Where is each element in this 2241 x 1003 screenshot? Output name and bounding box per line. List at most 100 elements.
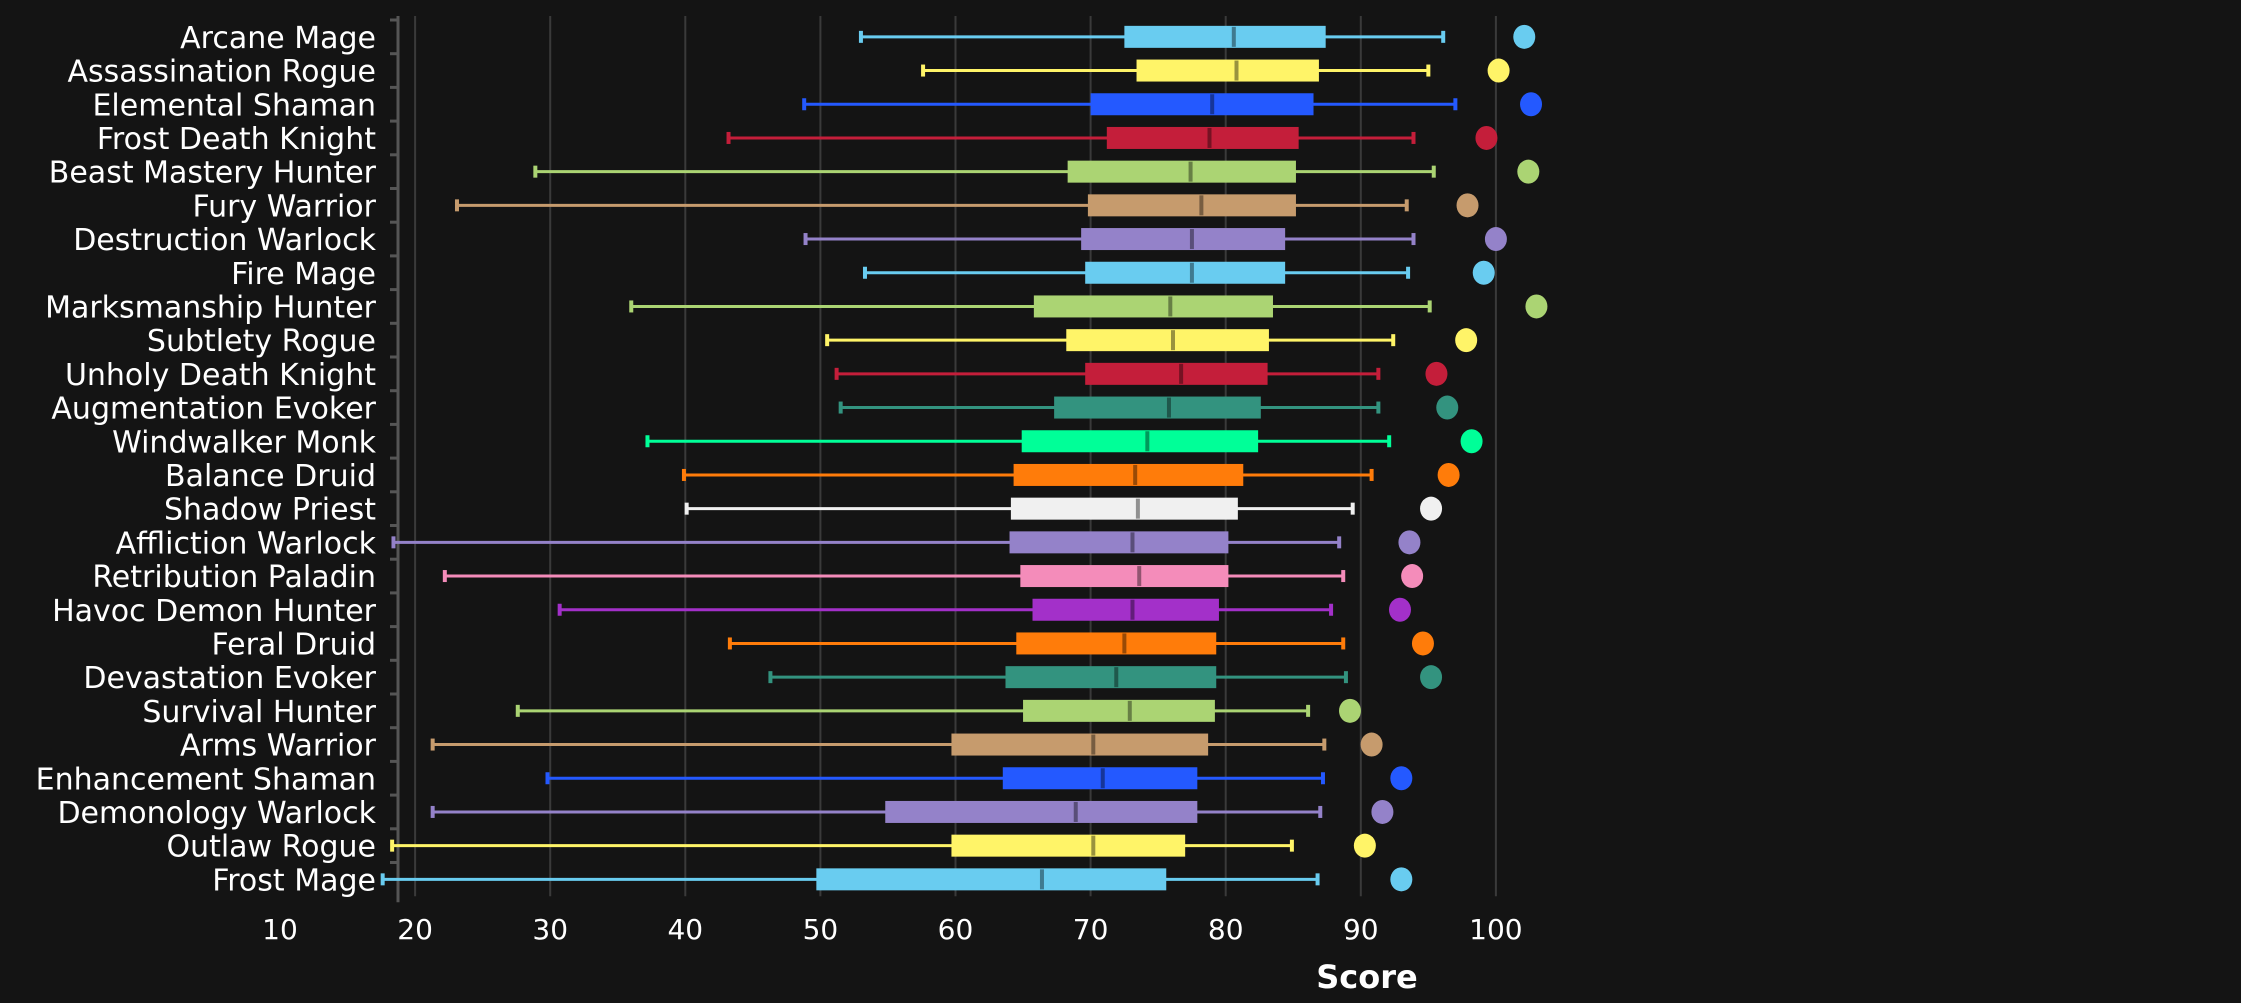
top-score-dot bbox=[1487, 58, 1510, 83]
top-score-dot bbox=[1353, 833, 1376, 858]
box-fury-warrior bbox=[454, 193, 1479, 218]
iqr-box bbox=[1090, 93, 1314, 116]
box-outlaw-rogue bbox=[390, 833, 1376, 858]
top-score-dot bbox=[1460, 429, 1483, 454]
box-subtlety-rogue bbox=[825, 328, 1478, 353]
iqr-box bbox=[1087, 194, 1296, 217]
iqr-box bbox=[951, 834, 1186, 857]
y-tick-label: Frost Mage bbox=[212, 863, 376, 898]
y-tick-label: Demonology Warlock bbox=[57, 796, 376, 831]
box-feral-druid bbox=[727, 631, 1434, 656]
y-tick-label: Devastation Evoker bbox=[83, 661, 376, 696]
box-augmentation-evoker bbox=[838, 395, 1459, 420]
box-demonology-warlock bbox=[430, 799, 1394, 824]
iqr-box bbox=[1013, 463, 1244, 486]
top-score-dot bbox=[1360, 732, 1383, 757]
top-score-dot bbox=[1390, 867, 1413, 892]
top-score-dot bbox=[1425, 361, 1448, 386]
top-score-dot bbox=[1338, 698, 1361, 723]
y-tick-label: Augmentation Evoker bbox=[51, 392, 376, 427]
top-score-dot bbox=[1420, 496, 1443, 521]
box-arcane-mage bbox=[858, 24, 1536, 49]
y-tick-label: Subtlety Rogue bbox=[147, 324, 376, 359]
x-tick-label: 90 bbox=[1343, 913, 1379, 946]
y-tick-label: Frost Death Knight bbox=[97, 122, 376, 157]
y-tick-label: Marksmanship Hunter bbox=[45, 290, 377, 325]
x-tick-label: 50 bbox=[803, 913, 839, 946]
iqr-box bbox=[1005, 666, 1217, 689]
box-unholy-death-knight bbox=[834, 361, 1448, 386]
top-score-dot bbox=[1436, 395, 1459, 420]
top-score-dot bbox=[1472, 260, 1495, 285]
box-beast-mastery-hunter bbox=[533, 159, 1540, 184]
top-score-dot bbox=[1420, 665, 1443, 690]
box-assassination-rogue bbox=[921, 58, 1510, 83]
y-tick-label: Survival Hunter bbox=[142, 695, 376, 730]
iqr-box bbox=[1023, 699, 1215, 722]
x-tick-label: 40 bbox=[667, 913, 703, 946]
x-tick-label: 100 bbox=[1469, 913, 1522, 946]
box-frost-mage bbox=[380, 867, 1413, 892]
box-windwalker-monk bbox=[645, 429, 1483, 454]
box-balance-druid bbox=[681, 462, 1460, 487]
top-score-dot bbox=[1520, 92, 1543, 117]
y-tick-label: Elemental Shaman bbox=[92, 88, 376, 123]
iqr-box bbox=[1054, 396, 1261, 419]
top-score-dot bbox=[1484, 227, 1507, 252]
y-tick-label: Destruction Warlock bbox=[73, 223, 376, 258]
x-axis: 10 20 30 40 50 60 70 80 90 100 bbox=[262, 913, 1522, 946]
y-tick-label: Fire Mage bbox=[231, 257, 376, 292]
iqr-box bbox=[1124, 25, 1326, 48]
iqr-box bbox=[1021, 430, 1259, 453]
box-shadow-priest bbox=[684, 496, 1443, 521]
box-arms-warrior bbox=[430, 732, 1383, 757]
iqr-box bbox=[1081, 228, 1286, 251]
y-tick-label: Outlaw Rogue bbox=[166, 830, 376, 865]
box-survival-hunter bbox=[515, 698, 1361, 723]
iqr-box bbox=[1136, 59, 1319, 82]
top-score-dot bbox=[1411, 631, 1434, 656]
y-tick-label: Assassination Rogue bbox=[67, 55, 376, 90]
top-score-dot bbox=[1475, 125, 1498, 150]
x-tick-label: 30 bbox=[532, 913, 568, 946]
y-tick-label: Feral Druid bbox=[212, 627, 377, 662]
iqr-box bbox=[1002, 767, 1198, 790]
y-tick-label: Shadow Priest bbox=[164, 493, 376, 528]
box-affliction-warlock bbox=[391, 530, 1421, 555]
top-score-dot bbox=[1371, 799, 1394, 824]
top-score-dot bbox=[1525, 294, 1548, 319]
y-tick-label: Affliction Warlock bbox=[116, 526, 377, 561]
iqr-box bbox=[1067, 160, 1296, 183]
box-devastation-evoker bbox=[768, 665, 1443, 690]
box-destruction-warlock bbox=[803, 227, 1507, 252]
iqr-box bbox=[1032, 598, 1219, 621]
y-tick-label: Balance Druid bbox=[165, 459, 376, 494]
box-frost-death-knight bbox=[726, 125, 1498, 150]
y-tick-label: Windwalker Monk bbox=[112, 425, 377, 460]
top-score-dot bbox=[1455, 328, 1478, 353]
top-score-dot bbox=[1398, 530, 1421, 555]
x-tick-label: 20 bbox=[397, 913, 433, 946]
iqr-box bbox=[1010, 497, 1238, 520]
box-havoc-demon-hunter bbox=[557, 597, 1411, 622]
box-elemental-shaman bbox=[802, 92, 1543, 117]
iqr-box bbox=[1009, 531, 1229, 554]
y-tick-label: Fury Warrior bbox=[192, 189, 376, 224]
iqr-box bbox=[1020, 565, 1229, 588]
box-fire-mage bbox=[862, 260, 1495, 285]
iqr-box bbox=[1066, 329, 1269, 352]
iqr-box bbox=[816, 868, 1167, 891]
x-tick-label: 60 bbox=[938, 913, 974, 946]
top-score-dot bbox=[1390, 766, 1413, 791]
y-tick-label: Arcane Mage bbox=[180, 21, 376, 56]
box-enhancement-shaman bbox=[545, 766, 1413, 791]
x-tick-label: 80 bbox=[1208, 913, 1244, 946]
y-tick-label: Arms Warrior bbox=[180, 729, 377, 764]
x-tick-label: 10 bbox=[262, 913, 298, 946]
grid-lines bbox=[414, 16, 1497, 897]
iqr-box bbox=[951, 733, 1209, 756]
box-marksmanship-hunter bbox=[629, 294, 1548, 319]
y-tick-label: Beast Mastery Hunter bbox=[49, 156, 377, 191]
box-retribution-paladin bbox=[442, 564, 1424, 589]
